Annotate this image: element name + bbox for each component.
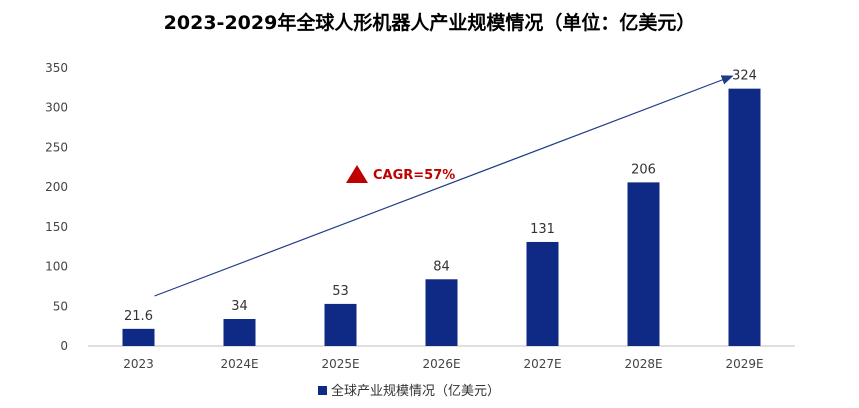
x-tick-label: 2026E — [422, 357, 460, 371]
data-label: 21.6 — [124, 309, 153, 324]
data-label: 206 — [631, 162, 656, 177]
cagr-annotation: CAGR=57% — [154, 75, 734, 297]
y-tick-label: 50 — [53, 299, 68, 313]
bar — [324, 303, 357, 346]
bar — [223, 318, 256, 346]
y-tick-label: 200 — [45, 180, 68, 194]
triangle-up-icon — [346, 165, 368, 183]
bar — [728, 88, 761, 346]
y-axis: 0 50 100 150 200 250 300 350 — [45, 61, 68, 353]
legend-swatch — [318, 386, 327, 395]
data-labels: 21.6 34 53 84 131 206 324 — [124, 69, 757, 324]
y-tick-label: 0 — [60, 339, 68, 353]
data-label: 131 — [530, 222, 555, 237]
bar-series — [122, 88, 761, 346]
data-label: 324 — [732, 69, 757, 84]
bar — [627, 182, 660, 346]
x-tick-label: 2023 — [123, 357, 154, 371]
data-label: 84 — [433, 259, 450, 274]
legend: 全球产业规模情况（亿美元） — [318, 383, 500, 399]
cagr-label: CAGR=57% — [373, 168, 455, 183]
data-label: 53 — [332, 284, 349, 299]
cagr-arrow — [154, 75, 734, 297]
x-tick-label: 2027E — [523, 357, 561, 371]
y-tick-label: 300 — [45, 101, 68, 115]
x-tick-label: 2025E — [321, 357, 359, 371]
x-tick-label: 2024E — [220, 357, 258, 371]
y-tick-label: 350 — [45, 61, 68, 75]
chart-title: 2023-2029年全球人形机器人产业规模情况（单位：亿美元） — [163, 12, 696, 34]
x-axis: 2023 2024E 2025E 2026E 2027E 2028E 2029E — [88, 345, 795, 371]
y-tick-label: 150 — [45, 220, 68, 234]
y-tick-label: 100 — [45, 260, 68, 274]
x-tick-label: 2028E — [624, 357, 662, 371]
bar — [425, 279, 458, 346]
x-tick-label: 2029E — [725, 357, 763, 371]
bar — [526, 241, 559, 346]
data-label: 34 — [231, 299, 248, 314]
bar — [122, 328, 155, 346]
legend-label: 全球产业规模情况（亿美元） — [331, 383, 500, 399]
y-tick-label: 250 — [45, 140, 68, 154]
